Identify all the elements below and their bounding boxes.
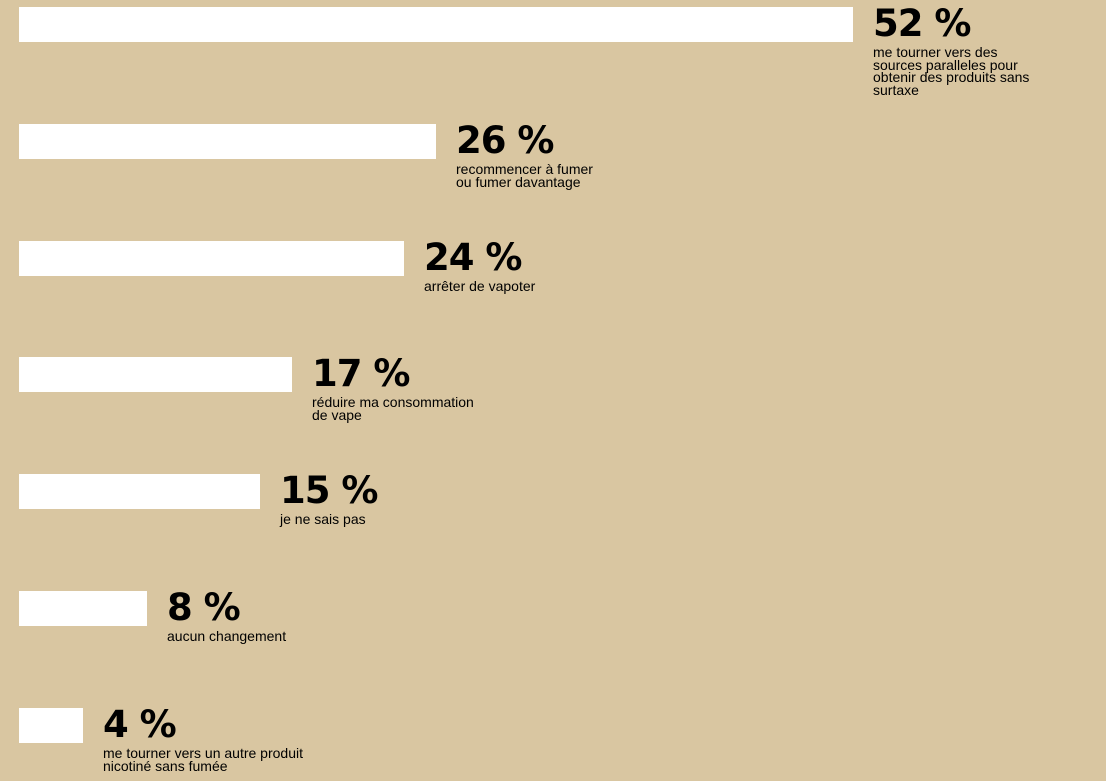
bar — [19, 241, 404, 276]
category-label: me tourner vers des sources paralleles po… — [873, 44, 1030, 98]
value-label: 15 % — [280, 469, 378, 512]
value-label: 26 % — [456, 119, 554, 162]
category-label-line: de vape — [312, 406, 362, 423]
value-label: 17 % — [312, 352, 410, 395]
bar — [19, 357, 292, 392]
category-label: je ne sais pas — [280, 511, 377, 527]
category-label-line: réduire ma consommation — [312, 394, 474, 410]
value-label: 24 % — [424, 236, 522, 279]
bar-label-group: 8 % aucun changement — [167, 588, 286, 643]
category-label: me tourner vers un autre produit nicotiné… — [103, 745, 303, 774]
bar — [19, 7, 853, 42]
category-label-line: arrêter de vapoter — [424, 278, 536, 294]
bar-label-group: 26 % recommencer à fumer ou fumer davantag… — [456, 119, 593, 190]
bar — [19, 708, 83, 743]
value-label: 8 % — [167, 586, 241, 629]
value-label: 52 % — [873, 2, 971, 45]
bar — [19, 124, 436, 159]
category-label: recommencer à fumer ou fumer davantage — [456, 161, 593, 190]
category-label-line: surtaxe — [873, 81, 919, 98]
category-label-line: me tourner vers des — [873, 44, 998, 60]
category-label-line: ou fumer davantage — [456, 173, 581, 190]
category-label-line: me tourner vers un autre produit — [103, 745, 303, 761]
category-label-line: je ne sais pas — [280, 511, 366, 527]
bar-label-group: 17 % réduire ma consommation de vape — [312, 352, 474, 423]
category-label-line: sources paralleles pour — [873, 56, 1018, 73]
category-label: réduire ma consommation de vape — [312, 394, 474, 423]
bar-label-group: 15 % je ne sais pas — [280, 469, 378, 527]
category-label-line: obtenir des produits sans — [873, 69, 1030, 85]
category-label: aucun changement — [167, 628, 287, 644]
category-label-line: aucun changement — [167, 628, 287, 644]
value-label: 4 % — [103, 703, 177, 746]
bar — [19, 474, 260, 509]
bar-label-group: 52 % me tourner vers des sources parallele… — [873, 2, 1030, 98]
bar-label-group: 4 % me tourner vers un autre produit nicot… — [103, 703, 303, 774]
category-label-line: nicotiné sans fumée — [103, 757, 228, 774]
bar-label-group: 24 % arrêter de vapoter — [424, 238, 535, 293]
category-label: arrêter de vapoter — [424, 278, 536, 294]
category-label-line: recommencer à fumer — [456, 161, 593, 177]
bar — [19, 591, 147, 626]
